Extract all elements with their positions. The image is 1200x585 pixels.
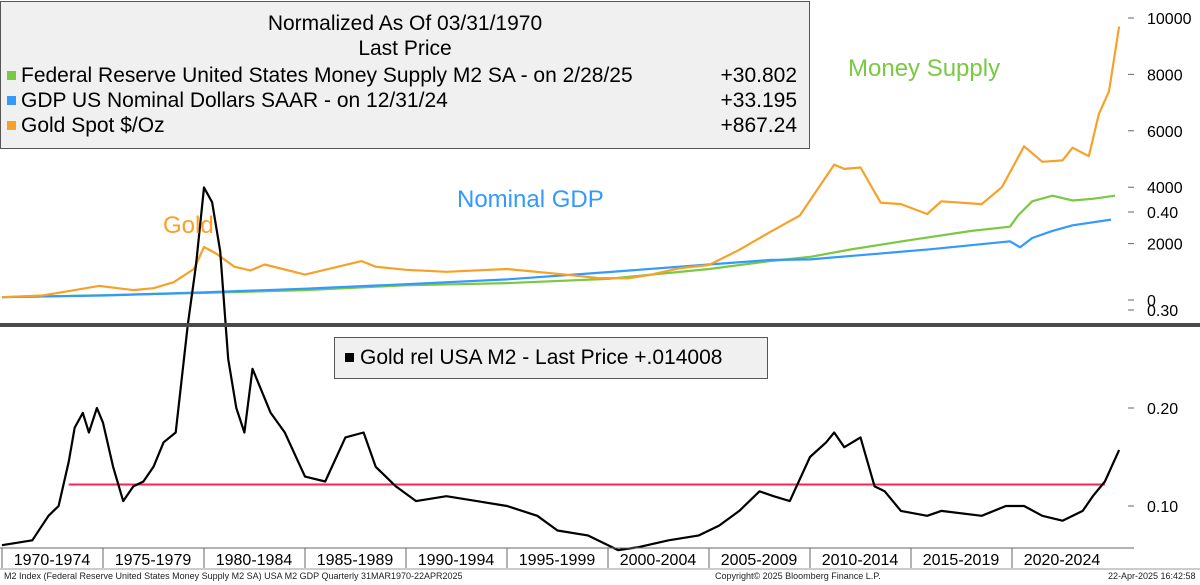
y-tick-label-bottom: 0.40: [1147, 205, 1178, 222]
x-tick-label: 1985-1989: [317, 552, 394, 569]
series-line-gold-rel-m2: [1, 186, 1121, 552]
y-tick-label-top: 0: [1147, 293, 1156, 310]
x-tick-label: 2020-2024: [1024, 552, 1101, 569]
legend-label-gdp: GDP US Nominal Dollars SAAR - on 12/31/2…: [21, 89, 448, 112]
y-tick-label-top: 8000: [1147, 67, 1183, 84]
legend-title: Normalized As Of 03/31/1970: [267, 12, 543, 35]
footer-timestamp: 22-Apr-2025 16:42:58: [1108, 571, 1196, 581]
legend-label-m2: Federal Reserve United States Money Supp…: [21, 64, 633, 87]
x-tick-label: 2015-2019: [923, 552, 1000, 569]
legend-entry-gdp: GDP US Nominal Dollars SAAR - on 12/31/2…: [7, 88, 797, 113]
bottom-legend: Gold rel USA M2 - Last Price +.014008: [334, 337, 768, 379]
y-tick-label-top: 2000: [1147, 237, 1183, 254]
y-tick-label-top: 6000: [1147, 124, 1183, 141]
y-tick-label-bottom: 0.30: [1147, 303, 1178, 320]
legend-swatch-gold: [7, 121, 16, 130]
legend-entry-m2: Federal Reserve United States Money Supp…: [7, 63, 797, 88]
legend-subtitle: Last Price: [358, 37, 452, 60]
annotation-money-supply: Money Supply: [848, 55, 1000, 82]
legend-entry-gold: Gold Spot $/Oz +867.24: [7, 113, 797, 138]
bottom-panel: [1, 186, 1121, 552]
y-tick-label-bottom: 0.20: [1147, 401, 1178, 418]
x-tick-label: 1995-1999: [519, 552, 596, 569]
legend-value-gdp: +33.195: [720, 89, 798, 112]
x-tick-label: 1980-1984: [216, 552, 293, 569]
x-tick-label: 2010-2014: [822, 552, 899, 569]
footer-copyright: Copyright© 2025 Bloomberg Finance L.P.: [715, 571, 881, 581]
x-tick-label: 1970-1974: [14, 552, 91, 569]
series-line-m2: [1, 194, 1116, 299]
footer-source: M2 Index (Federal Reserve United States …: [4, 571, 463, 581]
axes: 0 2000 4000 6000 8000 10000 0.10 0.20 0.30 0.40 19…: [0, 11, 1200, 570]
series-line-gdp: [1, 218, 1112, 299]
x-tick-label: 2000-2004: [620, 552, 697, 569]
legend-swatch-m2: [7, 71, 16, 80]
y-tick-label-top: 10000: [1147, 11, 1192, 28]
top-legend: Normalized As Of 03/31/1970 Last Price F…: [0, 1, 810, 149]
legend-label-ratio: Gold rel USA M2 - Last Price +.014008: [360, 346, 723, 369]
annotation-nominal-gdp: Nominal GDP: [457, 186, 604, 213]
y-tick-label-bottom: 0.10: [1147, 499, 1178, 516]
legend-value-m2: +30.802: [720, 64, 798, 87]
y-tick-label-top: 4000: [1147, 180, 1183, 197]
legend-swatch-gdp: [7, 96, 16, 105]
legend-value-gold: +867.24: [720, 114, 798, 137]
panel-divider: [0, 323, 1200, 327]
x-tick-label: 1975-1979: [115, 552, 192, 569]
x-tick-label: 2005-2009: [721, 552, 798, 569]
legend-swatch-ratio: [345, 353, 354, 362]
legend-label-gold: Gold Spot $/Oz: [21, 114, 165, 137]
annotation-gold: Gold: [163, 212, 214, 239]
x-tick-label: 1990-1994: [418, 552, 495, 569]
